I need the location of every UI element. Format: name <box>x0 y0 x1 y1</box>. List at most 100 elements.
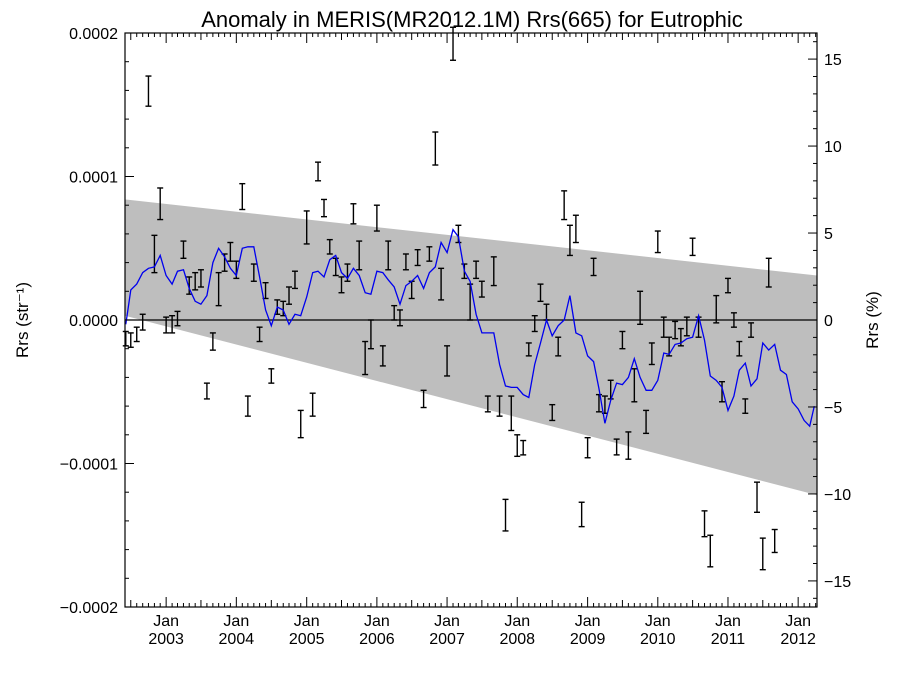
error-bar <box>444 345 451 377</box>
error-bar <box>590 257 597 277</box>
error-bar <box>572 214 579 244</box>
error-bar <box>613 438 620 456</box>
x-tick-label-month: Jan <box>715 613 741 630</box>
error-bar <box>286 286 293 305</box>
x-tick-label-year: 2010 <box>640 631 676 648</box>
error-bar <box>174 310 181 327</box>
error-bar <box>291 270 298 290</box>
right-y-axis: 15 10 5 0 −5 −10 −15 <box>808 41 851 599</box>
error-bar <box>537 283 544 303</box>
x-tick-label-year: 2009 <box>570 631 606 648</box>
error-bar <box>508 395 515 432</box>
x-tick-label-year: 2003 <box>148 631 184 648</box>
error-bar <box>701 510 708 538</box>
x-tick-label-month: Jan <box>645 613 671 630</box>
chart-title: Anomaly in MERIS(MR2012.1M) Rrs(665) for… <box>201 7 743 32</box>
error-bar <box>561 190 568 221</box>
error-bar <box>654 230 661 254</box>
error-bar <box>595 393 602 413</box>
error-bar <box>239 182 246 211</box>
error-bar <box>256 326 263 343</box>
error-bar <box>338 276 345 294</box>
error-bar <box>625 431 632 460</box>
x-tick-label-month: Jan <box>294 613 320 630</box>
error-bar <box>326 238 333 255</box>
y-tick-label-left: −0.0002 <box>60 600 118 617</box>
error-bar <box>227 241 234 262</box>
error-bar <box>321 198 328 218</box>
error-bar <box>748 322 755 338</box>
trend-band <box>125 199 817 496</box>
error-bar <box>672 320 679 340</box>
x-tick-label-month: Jan <box>223 613 249 630</box>
error-bar <box>555 336 562 357</box>
error-bar <box>566 224 573 257</box>
error-bar <box>385 240 392 271</box>
error-bar <box>724 277 731 294</box>
error-bar <box>309 392 316 417</box>
error-bar <box>145 75 152 107</box>
error-bar <box>426 246 433 262</box>
error-bar <box>478 280 485 298</box>
error-bar <box>496 395 503 417</box>
y-tick-label-right: 0 <box>824 313 833 330</box>
y-tick-label-left: 0.0001 <box>69 170 118 187</box>
error-bar <box>332 257 339 277</box>
x-tick-label-month: Jan <box>434 613 460 630</box>
error-bar <box>759 537 766 571</box>
error-bar <box>169 314 176 334</box>
error-bar <box>631 368 638 403</box>
error-bar <box>391 304 398 321</box>
x-tick-label-year: 2012 <box>780 631 816 648</box>
left-y-axis: 0.0002 0.0001 0.0000 −0.0001 −0.0002 <box>60 26 134 617</box>
x-tick-label-month: Jan <box>153 613 179 630</box>
x-tick-label-year: 2011 <box>711 631 746 648</box>
y-axis-label-left: Rrs (str⁻¹) <box>13 282 32 358</box>
error-bar <box>578 501 585 528</box>
error-bar <box>350 203 357 225</box>
error-bar <box>643 409 650 435</box>
x-axis: Jan2003Jan2004Jan2005Jan2006Jan2007Jan20… <box>124 33 817 648</box>
error-bar <box>719 381 726 403</box>
error-bar <box>362 340 369 376</box>
error-bar <box>473 260 480 280</box>
error-bar <box>637 290 644 326</box>
error-bar <box>713 294 720 324</box>
error-bar <box>133 326 140 343</box>
error-bar <box>197 269 204 288</box>
error-bar <box>736 340 743 357</box>
y-tick-label-right: 10 <box>824 139 842 156</box>
error-bar <box>180 240 187 259</box>
error-bar <box>420 389 427 409</box>
error-bar <box>209 332 216 351</box>
error-bar <box>514 434 521 458</box>
error-bar <box>244 395 251 417</box>
x-tick-label-year: 2005 <box>289 631 325 648</box>
error-bar <box>619 330 626 350</box>
error-bar <box>666 336 673 357</box>
x-tick-label-month: Jan <box>504 613 530 630</box>
error-bar <box>215 271 222 307</box>
y-tick-label-right: 15 <box>824 52 842 69</box>
error-bar <box>484 395 491 413</box>
y-tick-label-left: 0.0002 <box>69 26 118 43</box>
error-bar <box>754 481 761 513</box>
error-bar <box>525 342 532 357</box>
error-bar <box>379 345 386 367</box>
error-bar <box>297 409 304 439</box>
error-bar <box>192 271 199 291</box>
error-bar <box>771 528 778 554</box>
error-bar <box>730 312 737 328</box>
error-bar <box>689 237 696 257</box>
error-bar <box>584 436 591 459</box>
error-bar <box>127 332 134 348</box>
error-bar <box>742 398 749 414</box>
error-bar <box>648 342 655 366</box>
error-bar <box>373 204 380 232</box>
plot-area <box>122 26 818 608</box>
error-bar <box>660 316 667 338</box>
x-tick-label-month: Jan <box>785 613 811 630</box>
error-bar <box>163 316 170 334</box>
x-tick-label-year: 2006 <box>359 631 395 648</box>
